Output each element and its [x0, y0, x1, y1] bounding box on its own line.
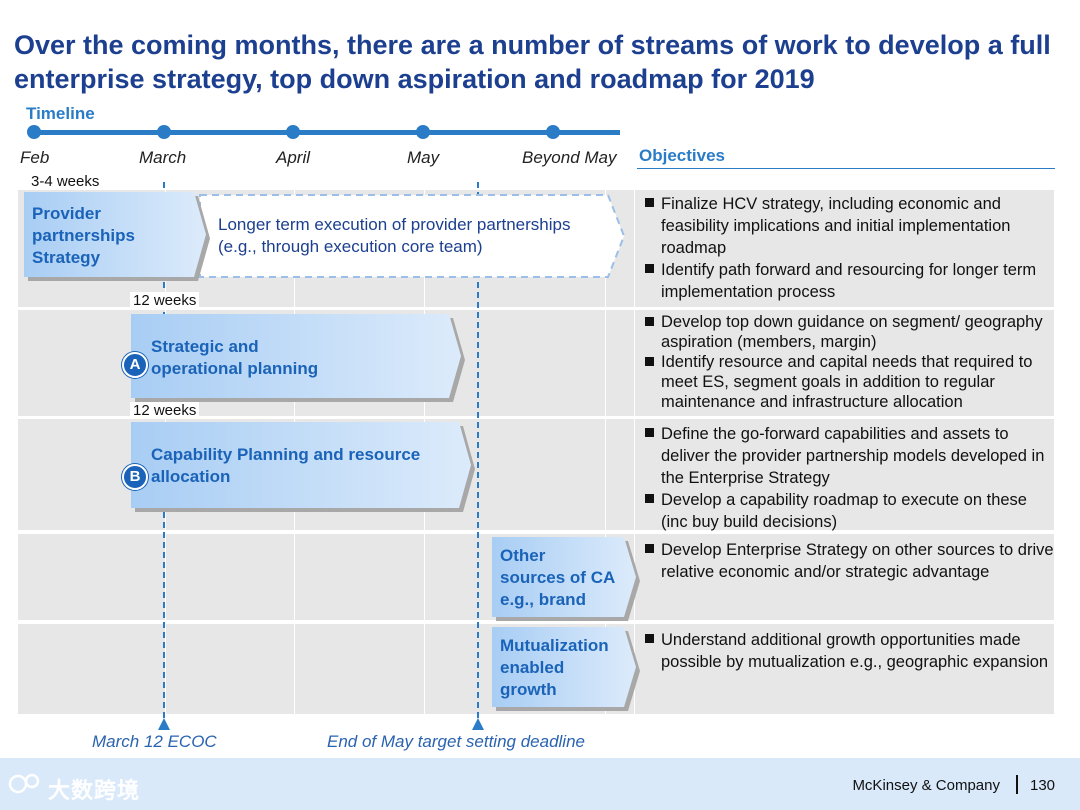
capability-planning-label: Capability Planning and resource allocat…: [151, 445, 421, 486]
stream-1-objectives: Finalize HCV strategy, including economi…: [645, 193, 1057, 303]
other-sources-of-ca-bar: [492, 537, 636, 617]
watermark-text: 大数跨境: [48, 778, 141, 803]
objective-item: Define the go-forward capabilities and a…: [645, 423, 1057, 489]
month-may: May: [407, 148, 440, 167]
timeline-dot-beyond-may: [546, 125, 560, 139]
may-milestone-line: [477, 182, 479, 718]
marker-b-badge: B: [122, 464, 148, 490]
timeline-dot-march: [157, 125, 171, 139]
page-number: 130: [1030, 777, 1056, 794]
month-feb: Feb: [20, 148, 50, 167]
month-beyond-may: Beyond May: [522, 148, 617, 167]
timeline-label: Timeline: [26, 104, 95, 123]
objective-item: Develop a capability roadmap to execute …: [645, 489, 1057, 533]
stream-5-objectives: Understand additional growth opportuniti…: [645, 629, 1057, 673]
march-milestone-arrow: [158, 718, 170, 730]
may-milestone-arrow: [472, 718, 484, 730]
column-separator: [605, 190, 606, 714]
objective-item: Identify resource and capital needs that…: [645, 352, 1057, 412]
provider-partnerships-strategy-label: Provider partnerships Strategy: [32, 204, 135, 267]
objectives-underline: [637, 168, 1055, 169]
objective-item: Identify path forward and resourcing for…: [645, 259, 1057, 303]
stream-3-objectives: Define the go-forward capabilities and a…: [645, 423, 1057, 533]
objective-item: Develop Enterprise Strategy on other sou…: [645, 539, 1057, 583]
other-sources-of-ca-label: Other sources of CA e.g., brand: [500, 546, 616, 609]
objectives-header: Objectives: [639, 146, 725, 165]
stream-2-duration: 12 weeks: [130, 292, 200, 309]
stream-1-duration: 3-4 weeks: [28, 173, 103, 190]
mutualization-growth-bar: [492, 627, 636, 707]
timeline-dot-april: [286, 125, 300, 139]
month-april: April: [276, 148, 311, 167]
mutualization-growth-label: Mutualization enabled growth: [500, 636, 609, 699]
timeline-dot-may: [416, 125, 430, 139]
may-milestone-label: End of May target setting deadline: [327, 732, 585, 751]
capability-planning-bar: [131, 422, 471, 508]
march-milestone-label: March 12 ECOC: [92, 732, 217, 751]
stream-2-objectives: Develop top down guidance on segment/ ge…: [645, 312, 1057, 412]
marker-a-badge: A: [122, 352, 148, 378]
strategic-operational-planning-label: Strategic and operational planning: [151, 337, 319, 378]
slide-title: Over the coming months, there are a numb…: [14, 30, 1051, 94]
strategic-operational-planning-bar: [131, 314, 461, 398]
timeline-axis: [34, 130, 620, 135]
month-march: March: [139, 148, 187, 167]
objective-item: Develop top down guidance on segment/ ge…: [645, 312, 1057, 352]
timeline-dot-feb: [27, 125, 41, 139]
stream-4-objectives: Develop Enterprise Strategy on other sou…: [645, 539, 1057, 583]
provider-execution-text: Longer term execution of provider partne…: [218, 215, 571, 256]
footer-separator: [1016, 775, 1018, 794]
column-separator: [634, 190, 635, 714]
objective-item: Understand additional growth opportuniti…: [645, 629, 1057, 673]
provider-partnerships-strategy-bar: [24, 192, 206, 277]
objective-item: Finalize HCV strategy, including economi…: [645, 193, 1057, 259]
stream-3-duration: 12 weeks: [130, 402, 200, 419]
company-name: McKinsey & Company: [852, 777, 1000, 794]
footer-band: [0, 758, 1080, 810]
watermark-logo-icon: [8, 773, 40, 794]
